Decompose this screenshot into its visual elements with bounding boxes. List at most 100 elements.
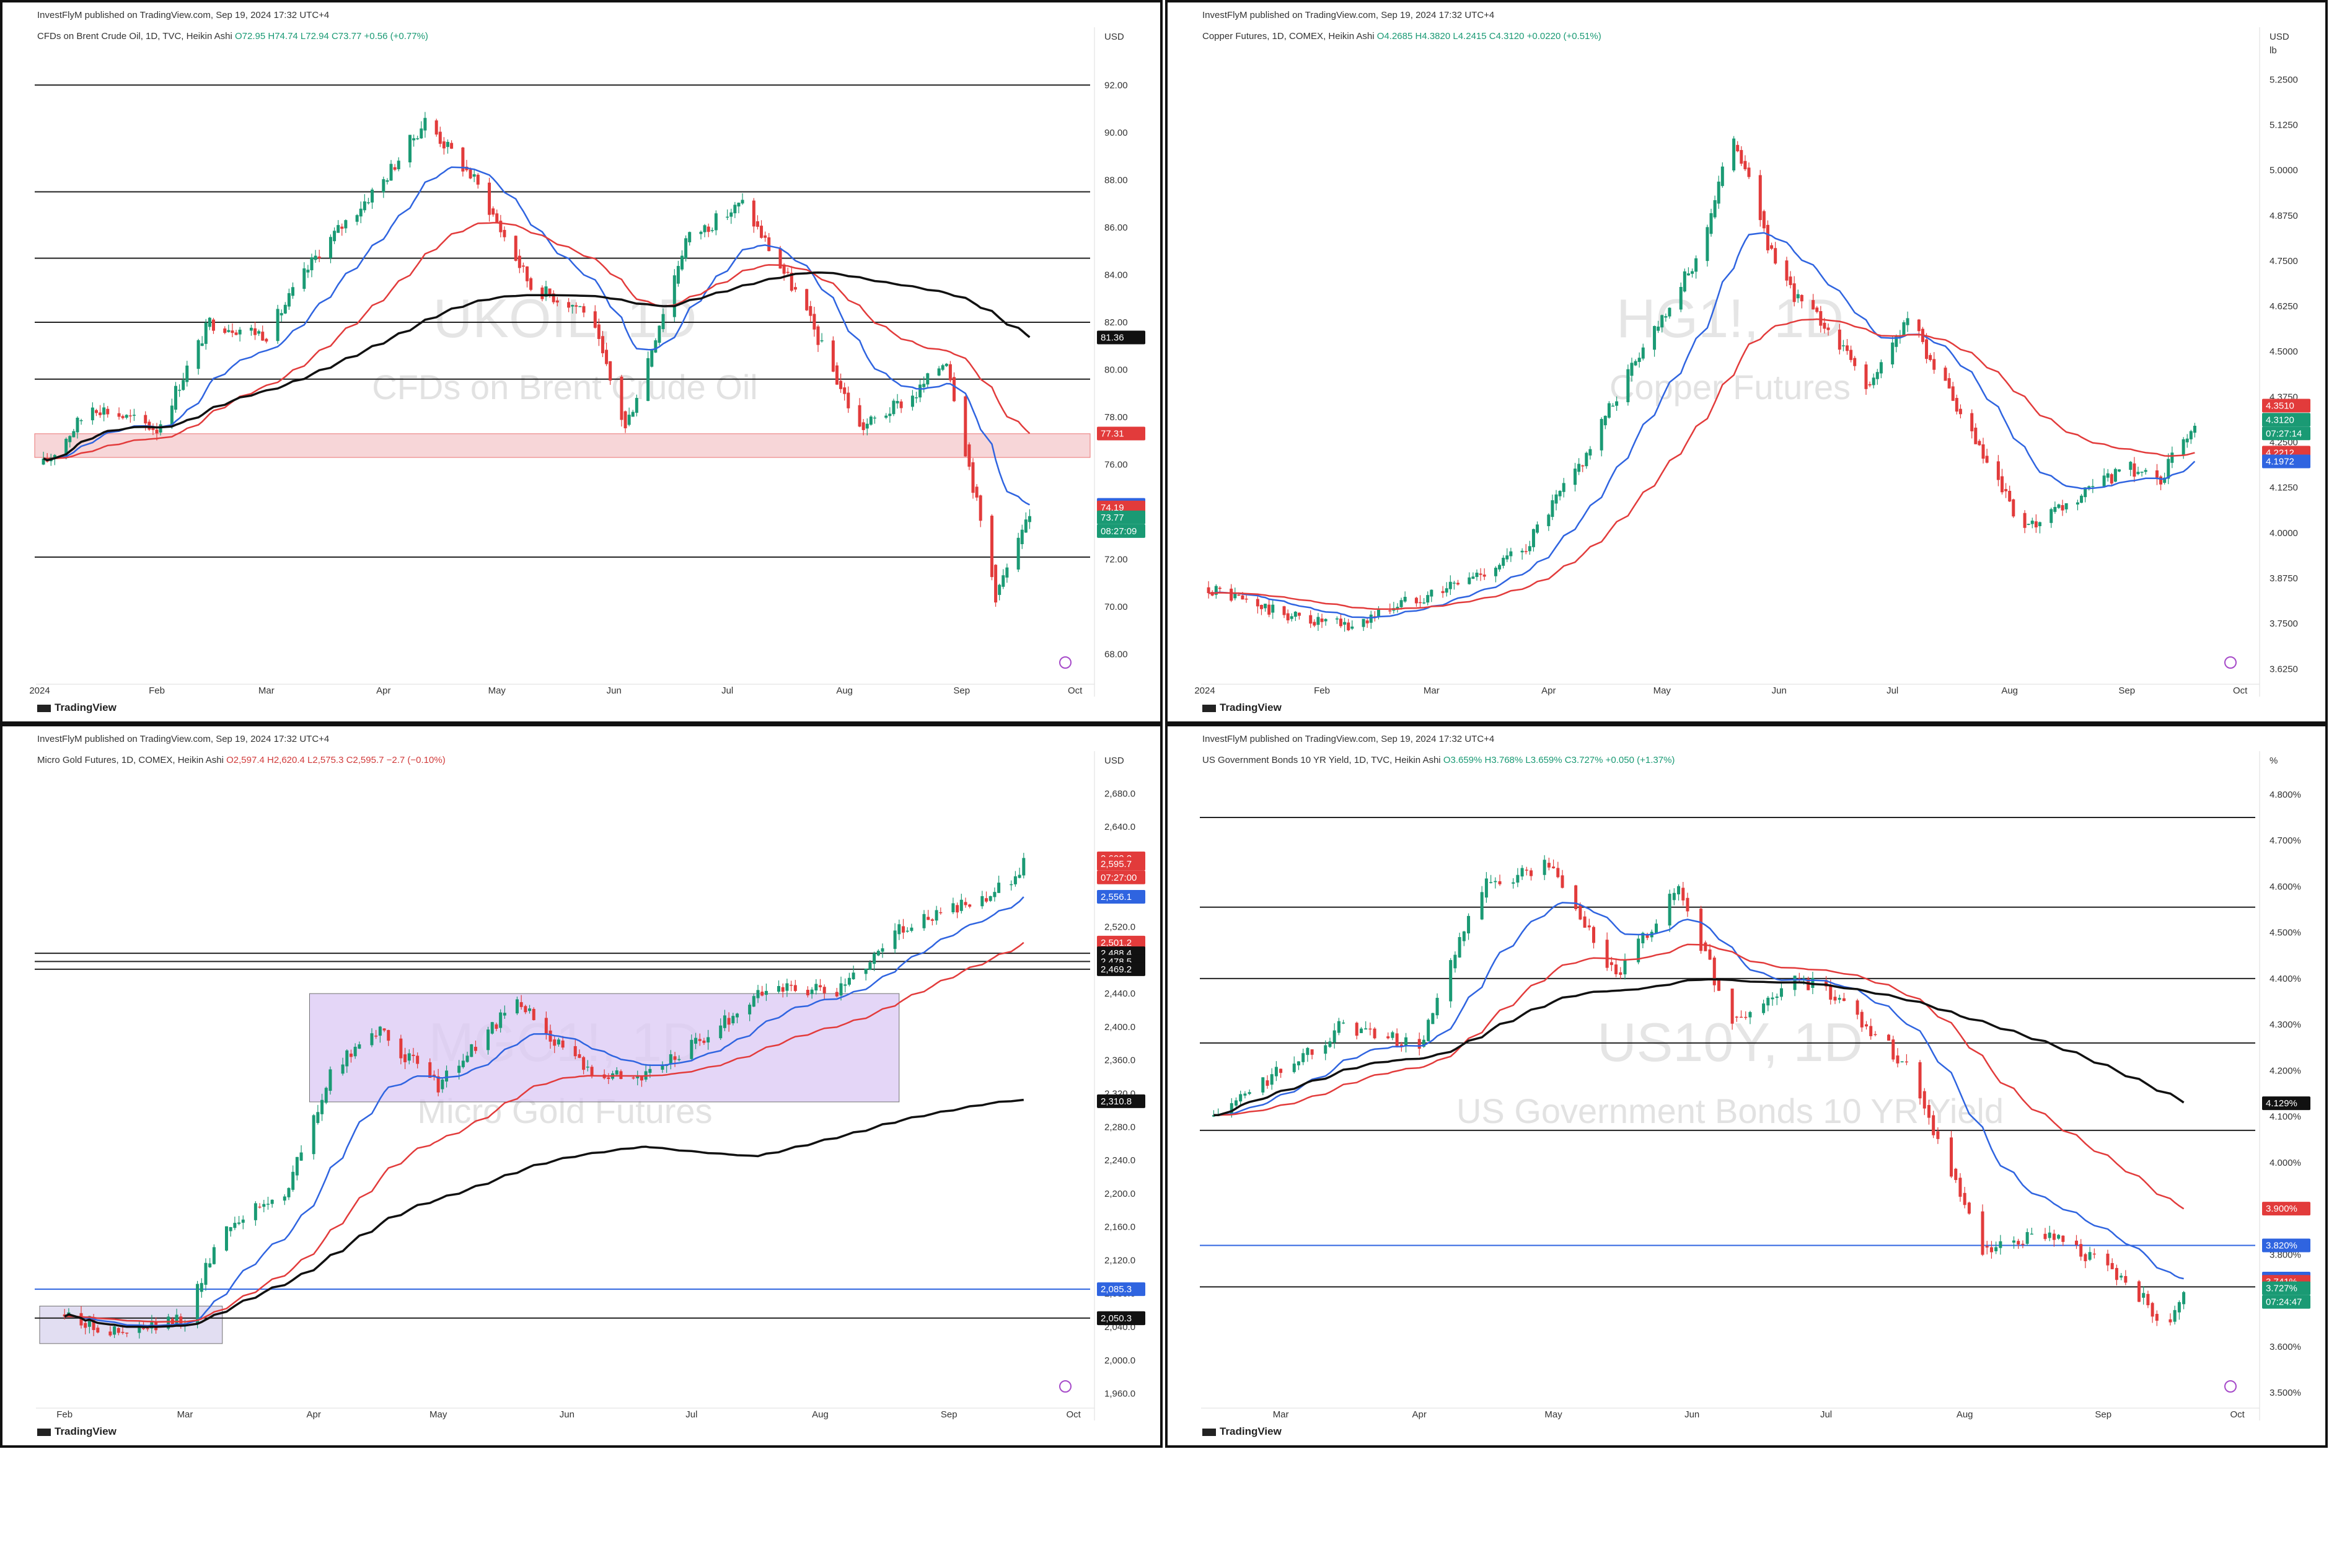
candle-body [1337,1021,1341,1033]
candle-body [1547,863,1551,868]
event-icon [1059,656,1072,669]
candle-body [476,174,480,185]
publish-info: InvestFlyM published on TradingView.com,… [37,734,330,744]
candle-body [1561,875,1564,888]
candle-body [1981,444,1985,459]
candle-body [68,436,72,443]
candle-body [1842,998,1846,1002]
candle-body [897,924,901,935]
candle-body [578,1054,581,1058]
candle-body [1963,1192,1966,1205]
candle-body [1373,1028,1376,1039]
us10y-chart-panel[interactable]: InvestFlyM published on TradingView.com,… [1165,724,2328,1448]
candle-body [1846,345,1849,351]
candle-body [2084,487,2087,498]
candle-body [926,373,930,385]
price-tick-label: 4.500% [2270,928,2301,938]
candle-body [1660,315,1664,328]
candle-body [2057,1235,2061,1239]
candle-body [988,896,992,901]
candle-body [200,1283,203,1292]
price-tag-box [1097,1311,1145,1326]
candle-body [1740,150,1743,164]
candle-body [1531,529,1535,547]
candle-body [1301,1053,1305,1062]
price-tag-box [2262,1096,2310,1111]
candle-body [1556,868,1560,878]
price-tick-label: 2,680.0 [1104,788,1135,799]
candle-body [328,237,332,258]
price-tag-text: 08:27:09 [1101,526,1137,537]
price-tick-label: 4.5000 [2270,346,2298,357]
gold-chart-svg[interactable]: MGC1!, 1DMicro Gold FuturesUSD2,680.02,6… [2,726,1160,1445]
time-tick-label: Aug [812,1409,829,1420]
candle-body [1958,1178,1962,1197]
candle-body [540,287,544,299]
candle-body [1927,1104,1931,1118]
price-tick-label: 3.8750 [2270,573,2298,584]
price-tag: 07:27:00 [1097,870,1145,884]
price-tick-label: 4.100% [2270,1112,2301,1122]
candle-body [234,332,238,335]
price-tick-label: 70.00 [1104,602,1128,612]
candle-body [1524,551,1528,552]
candle-body [1328,1041,1332,1047]
candle-body [1645,935,1649,938]
price-tag: 4.129% [2262,1096,2310,1111]
time-tick-label: Sep [2095,1409,2111,1420]
candle-body [1578,904,1582,920]
us10y-chart-svg[interactable]: US10Y, 1D US Government Bonds 10 YR Yield… [1168,726,2325,1445]
candle-body [2088,1252,2092,1260]
candle-body [1849,350,1853,360]
candle-body [174,385,177,410]
candle-body [2155,470,2159,478]
candle-body [144,415,147,424]
price-tag-text: 07:27:00 [1101,873,1137,883]
candle-body [2061,1235,2065,1242]
brent-chart-svg[interactable]: UKOIL, 1D CFDs on Brent Crude Oil USD 92.00… [2,2,1160,721]
candle-body [1509,551,1513,557]
price-tag-text: 3.820% [2266,1241,2297,1251]
candle-body [382,1028,386,1031]
candle-body [806,990,809,995]
candle-body [1664,316,1668,318]
candle-body [389,164,393,181]
candle-body [864,969,868,974]
price-tick-label: 3.500% [2270,1388,2301,1398]
candle-body [349,1054,353,1057]
candle-body [108,1331,112,1336]
candle-body [597,324,601,339]
brent-chart-panel[interactable]: InvestFlyM published on TradingView.com,… [0,0,1163,724]
candle-body [1350,626,1354,629]
time-tick-label: Jun [1684,1409,1699,1420]
copper-chart-svg[interactable]: HG1!, 1D Copper Futures USD lb 5.2500 5.1250 5… [1168,2,2325,721]
candle-body [1917,319,1921,332]
candle-body [736,1013,739,1018]
candle-body [1600,419,1603,451]
candle-body [1607,403,1611,418]
ohlc-values: O72.95 H74.74 L72.94 C73.77 +0.56 (+0.77… [235,31,428,42]
copper-chart-panel[interactable]: InvestFlyM published on TradingView.com,… [1165,0,2328,724]
candle-body [515,999,519,1014]
candle-body [648,1068,652,1073]
candle-body [1525,870,1528,871]
candle-body [2106,1253,2110,1266]
candle-body [1732,138,1736,171]
candle-body [200,343,204,346]
candle-body [167,1316,170,1329]
candle-body [1872,377,1875,385]
candle-body [778,248,782,269]
candle-body [548,1030,552,1042]
candle-body [287,1187,291,1197]
candle-body [1214,586,1218,595]
consolidation-zone [309,993,900,1103]
price-tick-label: 4.300% [2270,1020,2301,1030]
time-tick-label: Apr [1412,1409,1427,1420]
candle-body [92,1318,95,1331]
candle-body [690,1039,693,1059]
candle-body [1359,1028,1363,1033]
candle-body [1512,882,1515,884]
candle-body [1762,1003,1766,1013]
gold-chart-panel[interactable]: InvestFlyM published on TradingView.com,… [0,724,1163,1448]
time-tick-label: Jul [685,1409,697,1420]
